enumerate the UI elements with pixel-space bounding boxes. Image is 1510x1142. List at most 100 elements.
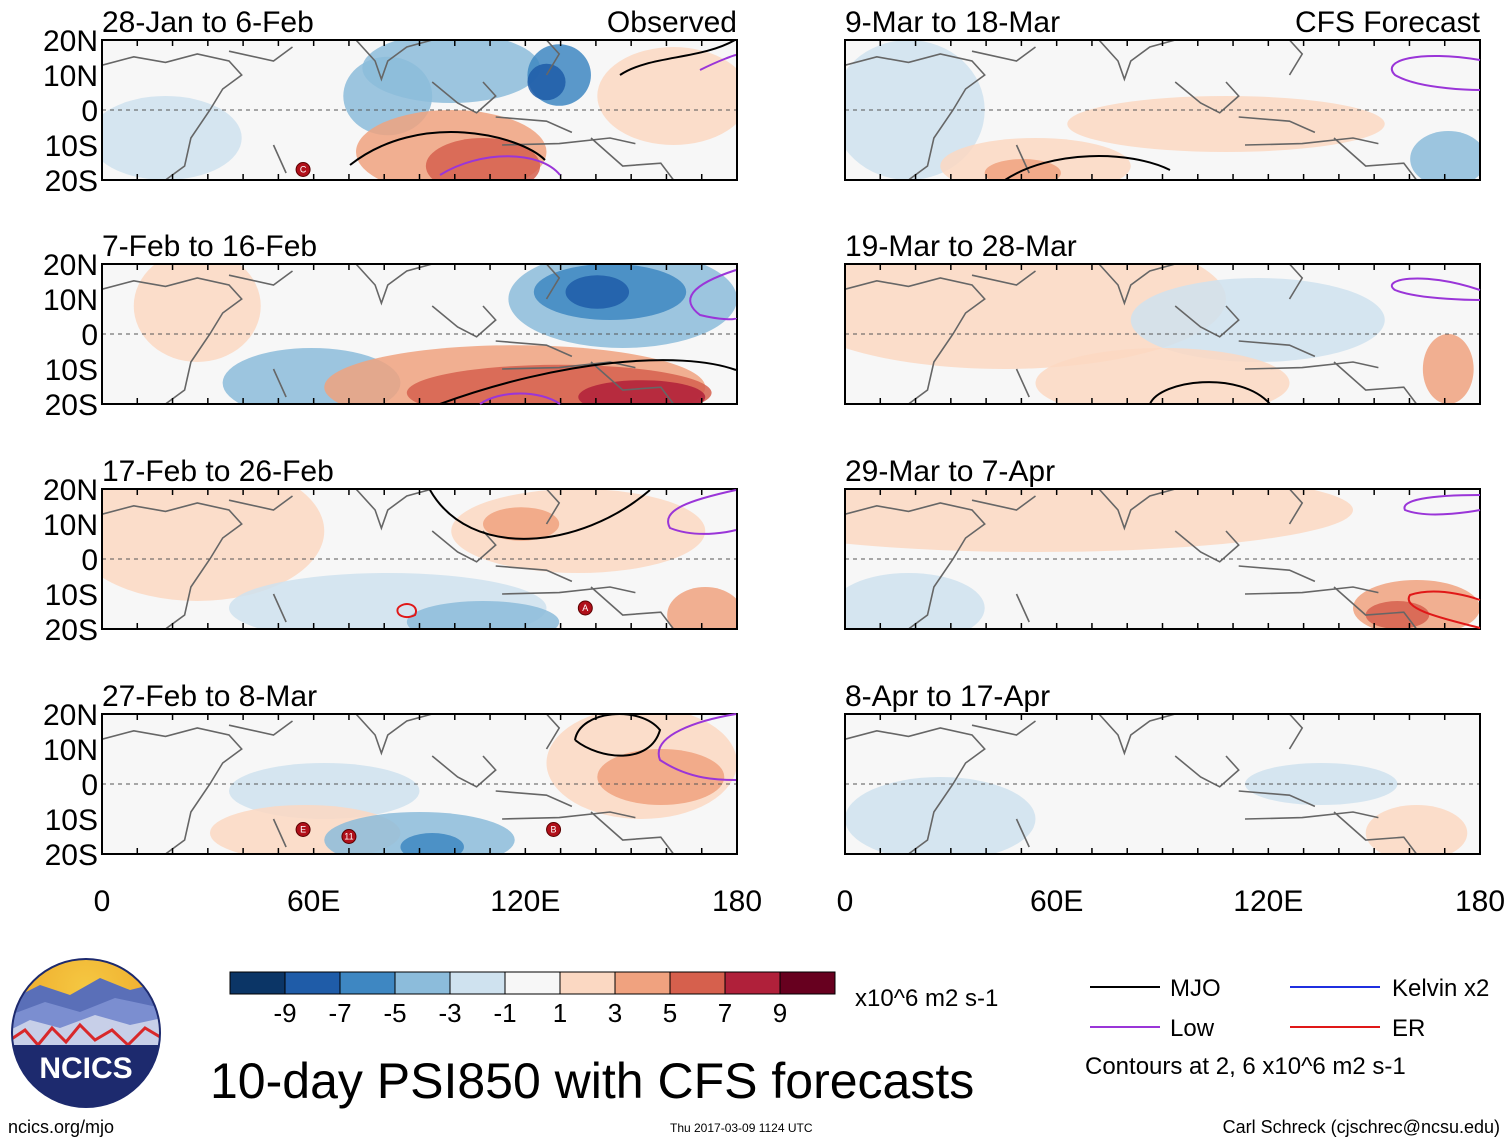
coastline <box>1333 811 1418 854</box>
coastline <box>502 811 636 820</box>
coastline <box>495 790 573 808</box>
coastline <box>228 270 293 286</box>
coastline <box>590 811 675 854</box>
coastline <box>1288 40 1304 76</box>
y-tick-label: 0 <box>81 95 98 128</box>
colorbar-tick-label: 5 <box>663 998 677 1028</box>
colorbar-tick-label: 3 <box>608 998 622 1028</box>
coastline <box>431 305 497 338</box>
cyclone-icon <box>295 822 311 837</box>
coastline <box>1015 818 1030 848</box>
colorbar-bin <box>394 971 451 995</box>
anomaly-region <box>1410 131 1480 180</box>
panel-title: 27-Feb to 8-Mar <box>102 680 317 713</box>
legend-contour-note: Contours at 2, 6 x10^6 m2 s-1 <box>1085 1053 1406 1080</box>
contour-line <box>574 713 662 757</box>
coastline <box>355 264 433 306</box>
coastline <box>1238 340 1316 358</box>
anomaly-region <box>984 159 1061 180</box>
y-tick-label: 20N <box>43 249 98 282</box>
contour-line <box>619 39 736 76</box>
coastline <box>845 502 986 629</box>
coastline <box>355 714 433 756</box>
contour-line <box>1004 155 1171 181</box>
anomaly-region <box>597 749 725 805</box>
coastline <box>102 727 243 854</box>
coastline <box>355 489 433 531</box>
tropical-cyclone-marker: A <box>577 600 593 616</box>
coastline <box>1333 137 1418 180</box>
cyclone-icon <box>577 600 593 616</box>
y-tick-label: 20S <box>45 389 98 422</box>
colorbar-tick-label: -9 <box>273 998 296 1028</box>
coastline <box>545 489 561 525</box>
coastline <box>495 340 573 358</box>
y-tick-label: 10N <box>43 734 98 767</box>
coastline <box>502 137 636 146</box>
anomaly-region <box>845 264 1226 369</box>
anomaly-region <box>324 812 515 854</box>
cyclone-label: C <box>300 165 307 175</box>
y-tick-label: 10N <box>43 509 98 542</box>
coastline <box>1238 565 1316 583</box>
colorbar-tick-label: -3 <box>438 998 461 1028</box>
coastline <box>1244 137 1379 146</box>
column-header: Observed <box>607 6 737 39</box>
coastline <box>272 368 287 398</box>
anomaly-region <box>845 777 1036 854</box>
x-tick-label: 0 <box>837 885 854 918</box>
anomaly-field <box>845 264 1474 404</box>
map-panel-forecast-1: 9-Mar to 18-Mar CFS Forecast <box>844 6 1481 181</box>
coastline <box>272 818 287 848</box>
coastline <box>272 144 287 174</box>
coastline <box>1244 361 1379 370</box>
colorbar-bin <box>229 971 286 995</box>
coastline <box>845 277 986 404</box>
coastline <box>971 46 1036 62</box>
coastline <box>545 264 561 300</box>
coastline <box>1238 790 1316 808</box>
coastline <box>228 46 293 62</box>
legend-label-kelvin: Kelvin x2 <box>1392 975 1489 1002</box>
contour-line <box>1390 277 1481 301</box>
y-tick-label: 0 <box>81 544 98 577</box>
anomaly-region <box>565 275 630 309</box>
colorbar: -9 -7 -5 -3 -1 1 3 5 7 9 x10^6 m2 s-1 <box>229 971 998 1028</box>
contour-line <box>657 713 737 781</box>
contour-line <box>1149 381 1271 405</box>
colorbar-bin <box>284 971 341 995</box>
coastline <box>355 40 433 82</box>
y-tick-label: 10N <box>43 60 98 93</box>
anomaly-region <box>362 40 541 103</box>
anomaly-field <box>102 489 737 629</box>
anomaly-field <box>102 264 737 404</box>
colorbar-bin <box>669 971 726 995</box>
y-tick-label: 20N <box>43 699 98 732</box>
cyclone-label: 11 <box>344 832 353 842</box>
x-tick-label: 0 <box>94 885 111 918</box>
panel-title: 8-Apr to 17-Apr <box>845 680 1050 713</box>
anomaly-region <box>482 507 560 541</box>
coastline <box>495 565 573 583</box>
anomaly-region <box>1365 601 1430 629</box>
coastline <box>1288 264 1304 300</box>
coastline <box>845 727 986 854</box>
coastline <box>272 593 287 623</box>
coastline <box>1288 714 1304 750</box>
x-tick-label: 180 <box>712 885 762 918</box>
coastline <box>1098 264 1176 306</box>
anomaly-region <box>1035 348 1290 404</box>
coastline <box>1174 755 1240 788</box>
footer-url[interactable]: ncics.org/mjo <box>8 1117 114 1137</box>
cyclone-label: A <box>582 603 588 613</box>
cyclone-icon <box>546 822 562 837</box>
anomaly-region <box>1365 805 1468 854</box>
coastline <box>431 755 497 788</box>
anomaly-region <box>845 489 1353 552</box>
contour-line <box>667 489 737 535</box>
y-tick-label: 20S <box>45 614 98 647</box>
coastline <box>1174 530 1240 563</box>
anomaly-region <box>1422 334 1474 404</box>
